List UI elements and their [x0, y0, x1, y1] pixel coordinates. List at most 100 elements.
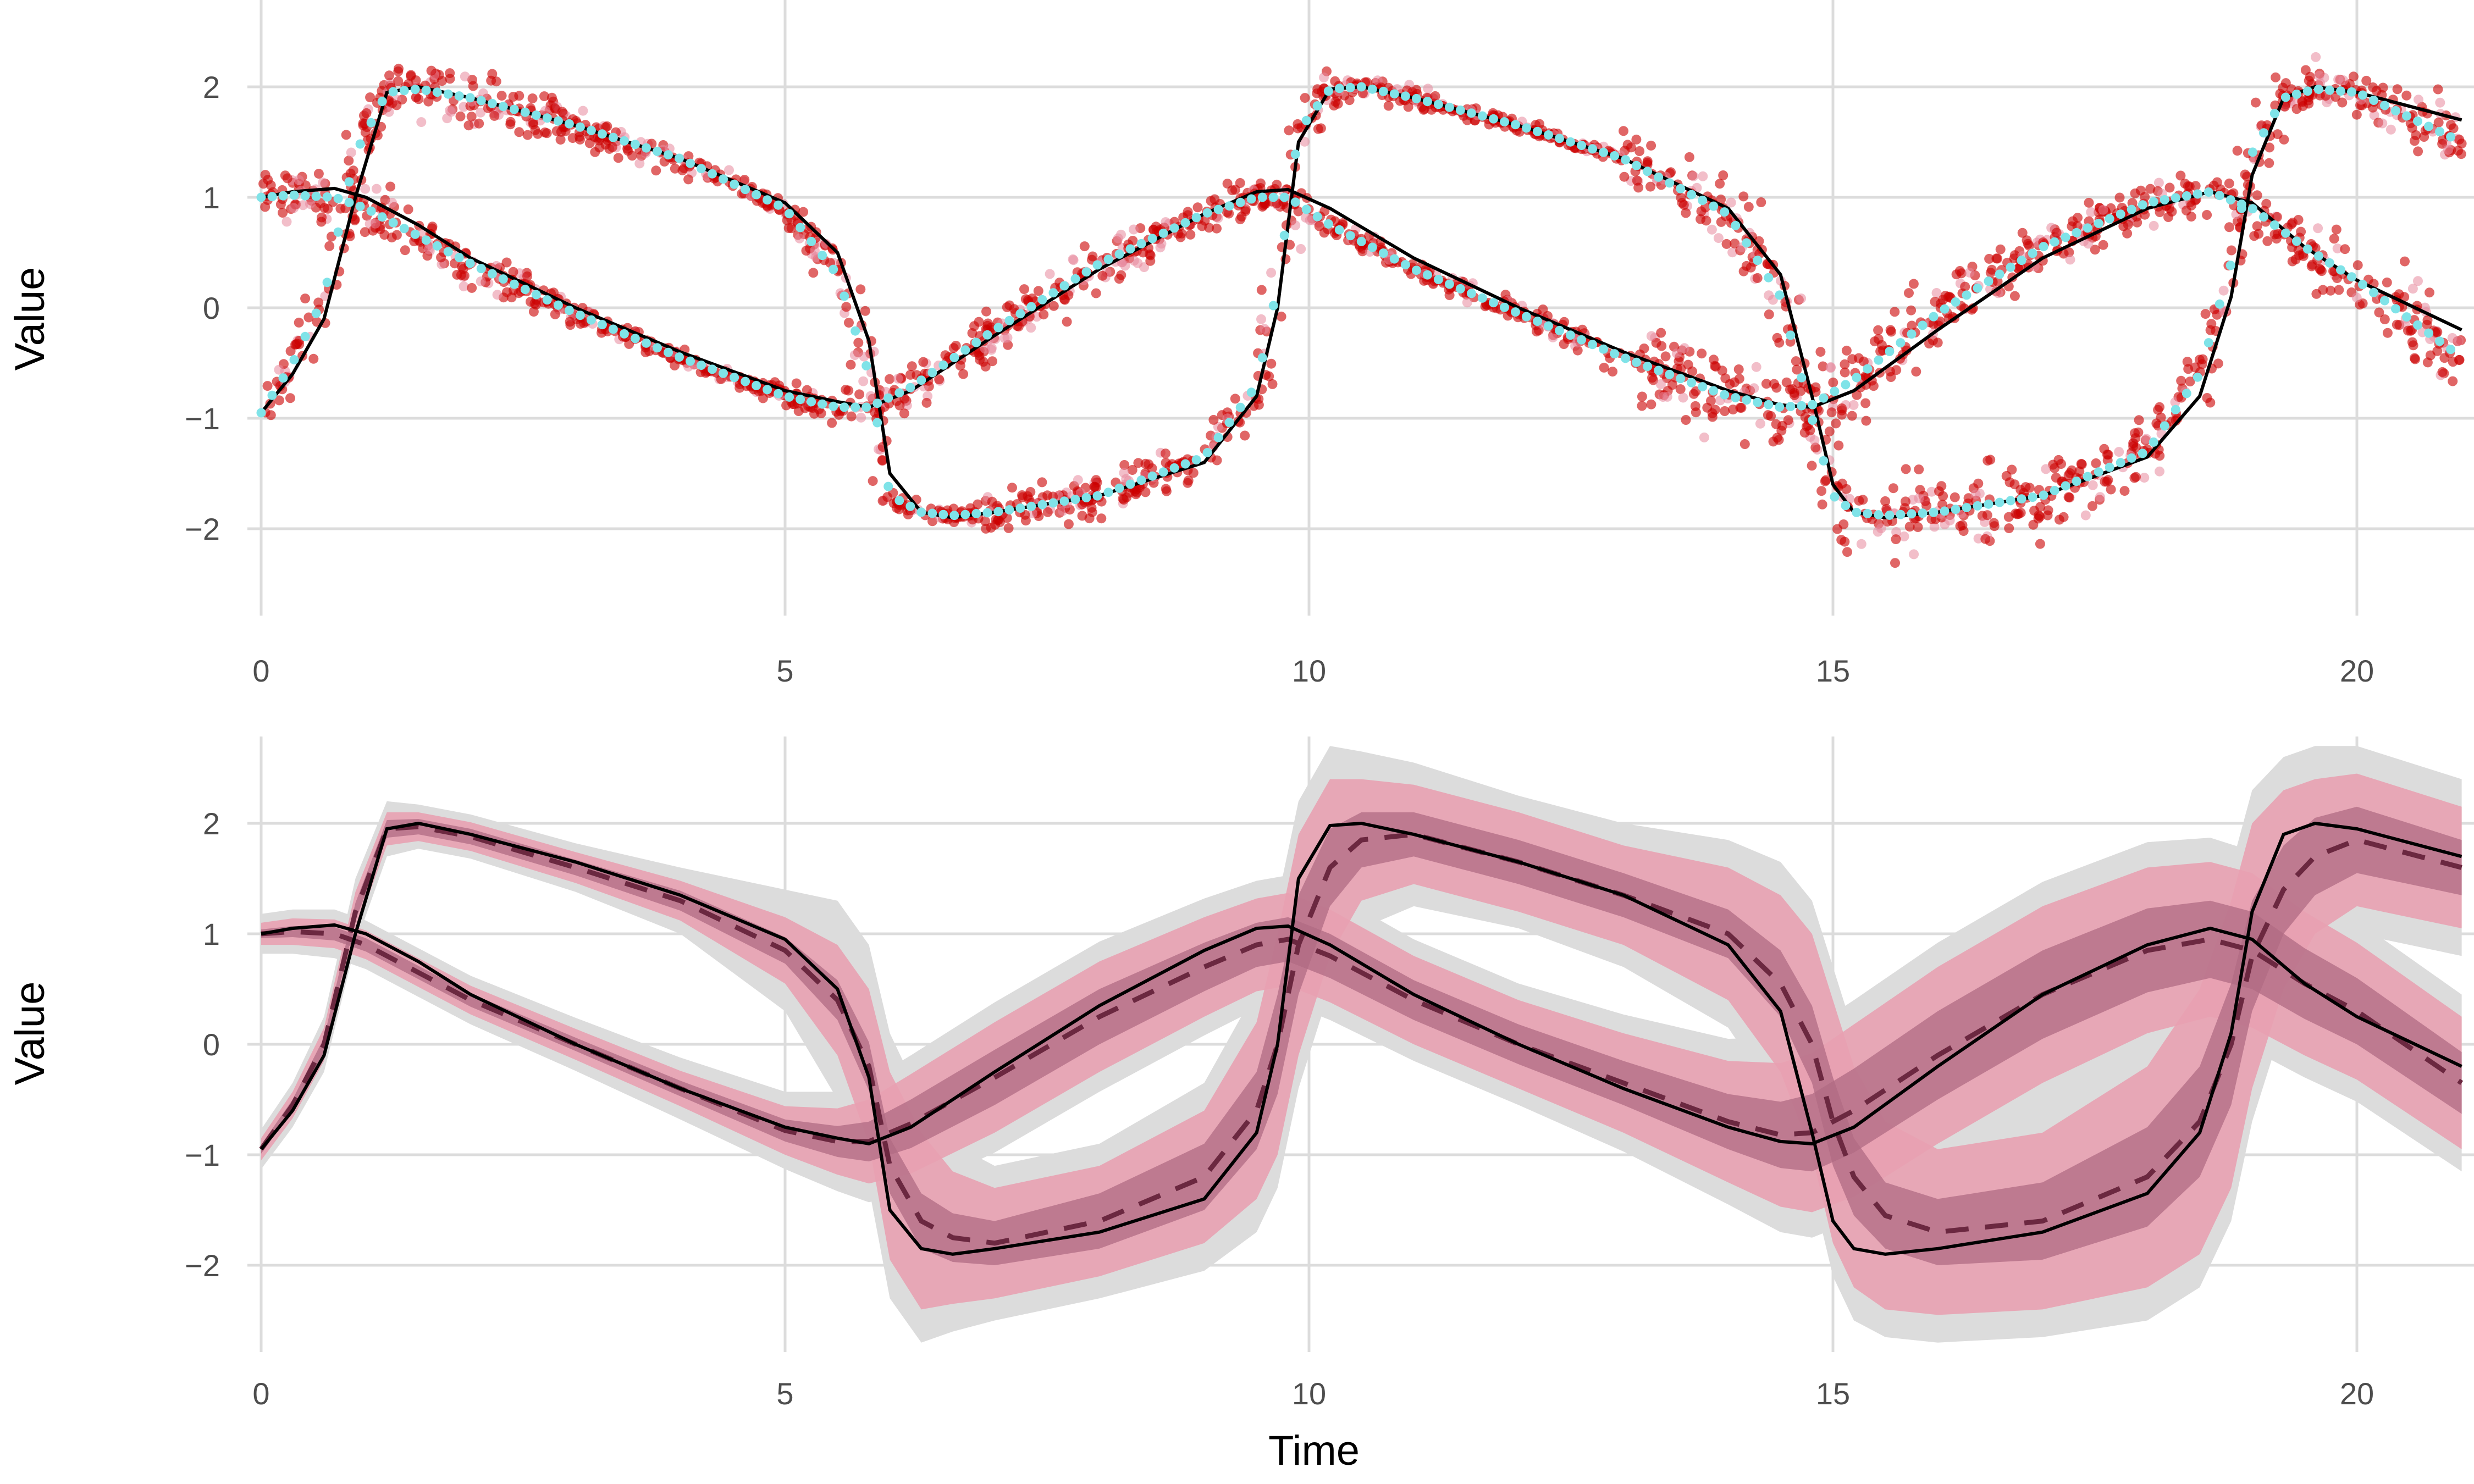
observed-point — [2149, 437, 2158, 447]
sample-point — [2314, 71, 2324, 81]
sample-point — [496, 91, 507, 101]
observed-point — [520, 107, 530, 117]
top-y-tick-label: 0 — [203, 291, 220, 325]
observed-point — [2083, 472, 2092, 481]
observed-point — [949, 353, 959, 362]
sample-point — [282, 173, 292, 184]
observed-point — [1566, 137, 1575, 147]
observed-point — [993, 507, 1003, 517]
sample-point — [1848, 400, 1859, 410]
sample-point — [555, 135, 566, 145]
observed-point — [1202, 208, 1212, 218]
sample-point — [1796, 294, 1807, 303]
sample-point — [2114, 192, 2125, 203]
observed-point — [2204, 187, 2213, 197]
observed-point — [2347, 272, 2356, 282]
observed-point — [1279, 230, 1289, 240]
observed-point — [1654, 172, 1664, 182]
sample-point — [384, 107, 394, 117]
observed-point — [938, 510, 948, 519]
sample-point — [1720, 406, 1730, 416]
top-x-tick-labels: 0 5 10 15 20 — [252, 654, 2374, 688]
observed-point — [311, 308, 321, 318]
sample-point — [1147, 463, 1157, 473]
sample-point — [1183, 475, 1194, 486]
sample-point — [2432, 327, 2443, 337]
sample-point — [505, 117, 516, 127]
observed-point — [1896, 510, 1906, 519]
sample-point — [907, 361, 917, 372]
sample-point — [801, 246, 811, 256]
sample-point — [1548, 332, 1558, 342]
observed-point — [2083, 223, 2092, 233]
bottom-y-tick-label: 1 — [203, 917, 220, 951]
sample-point — [2270, 100, 2280, 110]
observed-point — [1433, 275, 1443, 284]
bottom-x-tick-label: 10 — [1292, 1376, 1326, 1411]
observed-point — [883, 481, 893, 491]
observed-point — [1709, 386, 1719, 396]
observed-point — [2171, 193, 2180, 203]
observed-point — [1940, 506, 1950, 516]
observed-point — [1070, 495, 1080, 505]
observed-point — [2215, 299, 2224, 309]
observed-point — [1213, 433, 1223, 442]
observed-point — [256, 192, 266, 202]
observed-point — [905, 501, 915, 511]
sample-point — [2448, 123, 2459, 134]
sample-point — [1667, 380, 1677, 390]
sample-point — [316, 217, 327, 227]
sample-point — [1880, 496, 1891, 506]
observed-point — [1489, 298, 1498, 308]
observed-point — [1720, 390, 1730, 400]
observed-point — [531, 290, 541, 300]
sample-point — [1906, 305, 1917, 315]
sample-point — [1904, 522, 1915, 532]
sample-point — [1678, 392, 1688, 403]
sample-point — [313, 169, 324, 179]
observed-point — [1334, 225, 1344, 235]
observed-point — [1246, 387, 1256, 397]
observed-point — [982, 330, 992, 340]
sample-point — [387, 197, 397, 208]
sample-point — [1127, 465, 1137, 475]
sample-point — [522, 130, 533, 140]
sample-point — [1761, 379, 1771, 389]
sample-point — [1462, 297, 1472, 308]
sample-point — [2001, 471, 2012, 481]
sample-point — [1774, 435, 1784, 445]
sample-point — [2103, 450, 2113, 460]
sample-point — [2084, 197, 2094, 208]
sample-point — [345, 168, 356, 179]
observed-point — [586, 125, 596, 135]
sample-point — [2004, 523, 2014, 534]
sample-point — [1208, 414, 1219, 425]
observed-point — [862, 361, 871, 370]
sample-point — [391, 100, 402, 110]
observed-point — [1290, 197, 1300, 207]
observed-point — [2258, 212, 2268, 222]
observed-point — [289, 190, 299, 200]
sample-point — [1792, 364, 1802, 375]
sample-point — [2053, 455, 2064, 465]
observed-point — [1764, 273, 1774, 283]
sample-point — [423, 244, 434, 254]
observed-point — [1863, 364, 1873, 374]
sample-point — [1982, 510, 1992, 520]
sample-point — [2208, 180, 2219, 191]
observed-point — [1169, 463, 1179, 473]
sample-point — [885, 374, 894, 384]
sample-point — [1698, 171, 1708, 181]
observed-point — [1797, 401, 1807, 411]
sample-point — [899, 408, 909, 419]
sample-point — [987, 496, 997, 507]
sample-point — [2351, 109, 2362, 120]
sample-point — [1119, 460, 1130, 470]
observed-point — [686, 158, 695, 168]
sample-point — [1671, 348, 1682, 358]
observed-point — [1015, 309, 1025, 319]
sample-point — [1097, 270, 1108, 281]
observed-point — [575, 122, 585, 132]
sample-point — [1707, 412, 1718, 422]
